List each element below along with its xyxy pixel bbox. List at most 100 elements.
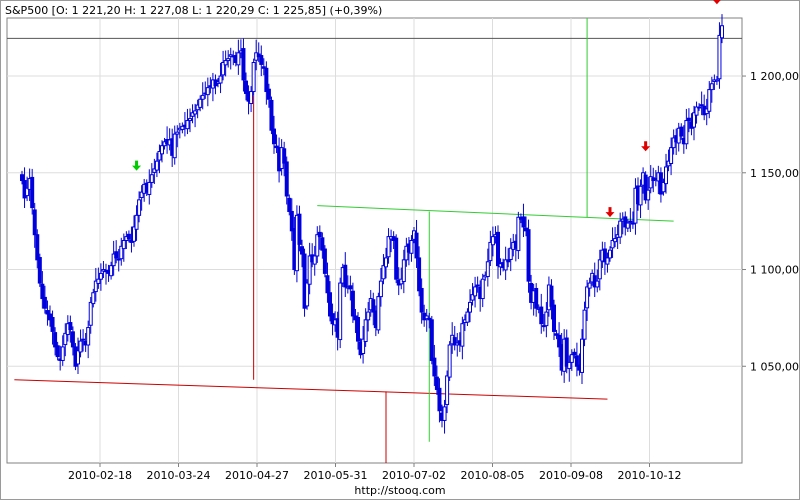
candle-body [25, 187, 30, 197]
candle-body [669, 147, 674, 164]
candle-body [42, 296, 47, 309]
candle-body [549, 285, 554, 307]
candle-body [96, 278, 101, 284]
candle-body [305, 282, 310, 307]
candle-body [630, 222, 635, 225]
candle-body [488, 241, 493, 262]
candle-body [261, 66, 266, 69]
candle-body [78, 340, 83, 353]
candle-body [63, 332, 68, 346]
candle-body [236, 52, 241, 66]
candle-body [419, 287, 424, 313]
candle-body [597, 259, 602, 280]
candle-body [595, 280, 600, 288]
candle-body [32, 209, 37, 236]
candle-body [541, 325, 546, 328]
candle-body [315, 234, 320, 257]
candle-body [119, 245, 124, 260]
candle-body [60, 346, 65, 361]
candle-body [648, 176, 653, 189]
candle-body [343, 264, 348, 288]
candle-body [381, 265, 386, 280]
candle-body [284, 161, 289, 197]
candle-body [317, 231, 322, 238]
candle-body [623, 216, 628, 228]
candle-body [394, 237, 399, 280]
source-link[interactable]: http://stooq.com [354, 484, 446, 497]
candle-body [98, 272, 103, 280]
candle-body [223, 60, 228, 66]
x-tick-label: 2010-02-18 [68, 469, 132, 482]
candle-body [508, 247, 513, 260]
candle-body [697, 106, 702, 109]
candle-body [552, 304, 556, 332]
candle-body [88, 301, 93, 326]
candle-body [417, 257, 422, 292]
candle-body [539, 306, 544, 325]
candle-body [557, 334, 562, 348]
candle-body [496, 231, 500, 267]
candle-body [287, 197, 292, 212]
candle-body [152, 168, 157, 173]
y-tick-label: 1 050,00 [750, 360, 799, 373]
candle-body [193, 110, 198, 115]
candle-body [386, 236, 391, 258]
candle-body [692, 112, 696, 128]
candle-body [81, 338, 86, 341]
candle-body [266, 88, 271, 100]
candle-body [585, 286, 590, 309]
candle-body [544, 311, 549, 327]
candle-body [618, 220, 623, 238]
candle-body [707, 89, 712, 112]
candle-body [55, 345, 60, 358]
axes: 1 050,00 1 100,00 1 150,00 1 200,00 2010-02-… [68, 70, 799, 482]
candle-body [521, 216, 526, 228]
candle-body [361, 338, 366, 354]
candle-body [384, 257, 388, 268]
candle-body [371, 299, 376, 313]
candle-body [554, 333, 559, 336]
candle-body [149, 174, 154, 183]
candle-body [378, 280, 383, 298]
candle-body [320, 237, 325, 251]
candle-body [307, 255, 312, 285]
candle-body [328, 292, 332, 317]
candle-body [503, 259, 508, 271]
candle-body [473, 286, 478, 297]
candle-body [643, 174, 648, 201]
signal-arrow-icon [132, 160, 142, 171]
candle-body [322, 248, 327, 274]
candle-body [269, 99, 274, 131]
candle-body [409, 240, 414, 254]
candle-body [664, 166, 668, 185]
candle-body [490, 236, 495, 246]
signal-arrow-icon [713, 0, 721, 5]
candle-body [646, 189, 651, 201]
candle-body [154, 160, 159, 171]
candle-body [330, 313, 335, 325]
candle-body [53, 332, 58, 348]
candle-body [661, 181, 666, 193]
candle-body [534, 287, 539, 309]
candle-body [526, 229, 531, 282]
candle-body [485, 261, 490, 277]
candle-body [190, 112, 195, 117]
candle-body [605, 257, 610, 265]
candle-body [401, 259, 406, 283]
x-tick-label: 2010-03-24 [147, 469, 211, 482]
candle-body [363, 319, 368, 342]
candle-body [264, 67, 269, 93]
candle-body [429, 319, 434, 361]
candle-body [587, 282, 592, 289]
y-tick-label: 1 150,00 [750, 167, 799, 180]
candle-body [445, 375, 450, 406]
candle-body [312, 255, 317, 265]
candle-body [205, 87, 210, 96]
candle-body [679, 126, 684, 137]
trendline [14, 379, 608, 400]
x-tick-label: 2010-08-05 [461, 469, 525, 482]
candle-body [282, 148, 287, 164]
candle-body [139, 191, 144, 199]
candle-body [694, 106, 699, 116]
candle-body [671, 137, 676, 149]
